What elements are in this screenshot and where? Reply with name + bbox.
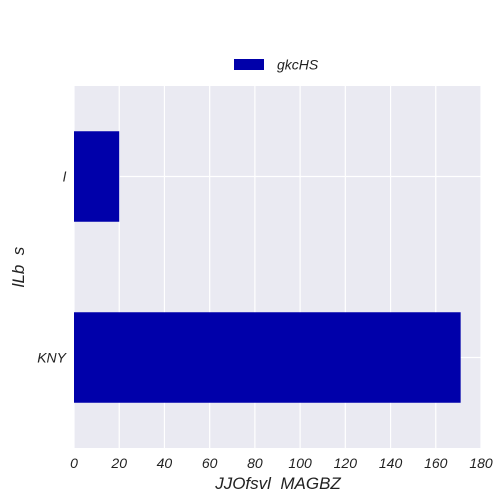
x-tick-label: 60 xyxy=(202,455,218,471)
grid-lines xyxy=(73,86,482,448)
x-tick-label: 180 xyxy=(469,455,493,471)
legend-swatch xyxy=(234,59,264,70)
x-tick-labels: 0 20 40 60 80 100 120 140 160 180 xyxy=(70,455,493,471)
x-tick-label: 20 xyxy=(110,455,127,471)
bar-kny xyxy=(74,312,461,403)
bar-l xyxy=(74,131,120,222)
y-axis-label: lLb s xyxy=(9,246,28,287)
legend: gkcHS xyxy=(234,57,319,73)
y-tick-label: l xyxy=(63,169,67,185)
x-tick-label: 140 xyxy=(379,455,403,471)
x-tick-label: 0 xyxy=(70,455,78,471)
x-axis-label: JJOfsvl MAGBZ xyxy=(214,474,341,493)
x-tick-label: 160 xyxy=(424,455,448,471)
x-tick-label: 120 xyxy=(334,455,358,471)
legend-label: gkcHS xyxy=(277,57,319,73)
x-tick-label: 40 xyxy=(157,455,173,471)
x-tick-label: 80 xyxy=(247,455,263,471)
y-tick-label: KNY xyxy=(37,350,67,366)
x-tick-label: 100 xyxy=(288,455,312,471)
y-tick-labels: l KNY xyxy=(37,169,67,366)
bars xyxy=(74,131,461,403)
